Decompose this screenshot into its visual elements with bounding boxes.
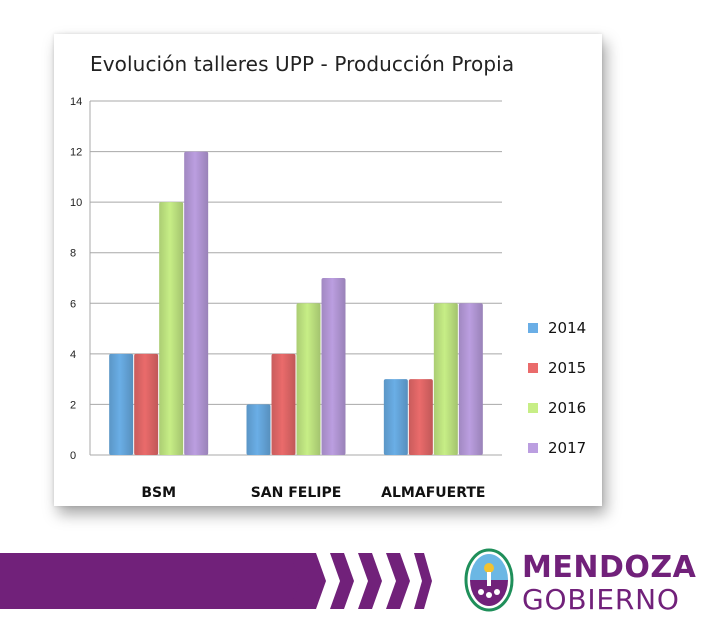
legend-label: 2016 — [548, 399, 586, 417]
y-tick-label: 10 — [70, 197, 82, 209]
y-tick-label: 14 — [70, 96, 82, 108]
provincial-seal-icon — [464, 548, 514, 612]
x-category-label: ALMAFUERTE — [381, 485, 485, 501]
legend-swatch — [528, 323, 538, 333]
bar — [383, 379, 408, 455]
bar — [134, 353, 159, 455]
brand-subtitle: GOBIERNO — [522, 583, 680, 616]
chart-title: Evolución talleres UPP - Producción Prop… — [90, 52, 515, 76]
chevrons-decoration — [290, 553, 440, 614]
bar — [321, 278, 346, 455]
bar — [408, 379, 433, 455]
y-tick-label: 4 — [70, 349, 76, 361]
bar — [296, 303, 321, 455]
legend-label: 2017 — [548, 439, 586, 457]
purple-band — [0, 553, 300, 609]
bar — [159, 202, 184, 455]
bar — [246, 404, 271, 455]
bar-chart: 0 2 4 6 8 10 12 14 BSM SAN FELIPE ALMAFUERTE 2014 20… — [70, 96, 586, 501]
bar — [433, 303, 458, 455]
legend-swatch — [528, 443, 538, 453]
legend-label: 2014 — [548, 319, 586, 337]
bar — [271, 353, 296, 455]
chevron-arrows-icon — [290, 553, 432, 609]
bar — [109, 353, 134, 455]
x-category-label: SAN FELIPE — [251, 485, 342, 501]
legend-label: 2015 — [548, 359, 586, 377]
brand-name: MENDOZA — [522, 550, 697, 585]
y-tick-label: 0 — [70, 450, 76, 462]
x-category-label: BSM — [141, 485, 176, 501]
legend-swatch — [528, 363, 538, 373]
y-tick-label: 6 — [70, 298, 76, 310]
y-tick-label: 2 — [70, 399, 76, 411]
mendoza-gobierno-logo: MENDOZA GOBIERNO — [464, 546, 697, 616]
legend-swatch — [528, 403, 538, 413]
y-tick-label: 8 — [70, 248, 76, 260]
y-tick-label: 12 — [70, 147, 82, 159]
bar — [184, 151, 209, 456]
chart-card: Evolución talleres UPP - Producción Prop… — [54, 34, 602, 506]
bar — [458, 303, 483, 455]
